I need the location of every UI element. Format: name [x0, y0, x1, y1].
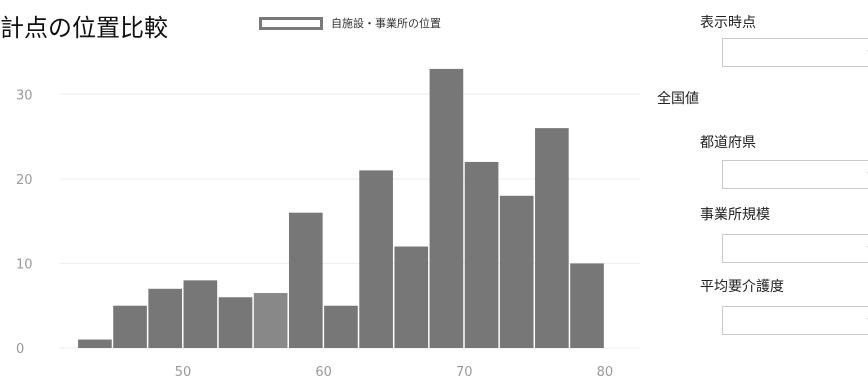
y-tick-label: 0 [16, 342, 24, 357]
histogram-bar [499, 195, 534, 348]
chart-title: 計点の位置比較 [0, 14, 168, 42]
histogram-bar [218, 297, 253, 348]
y-tick-label: 30 [16, 88, 33, 103]
facility-size-label: 事業所規模 [700, 207, 770, 223]
prefecture-select[interactable]: ▼ [722, 160, 868, 189]
avg-care-level-label: 平均要介護度 [700, 279, 784, 295]
histogram-bar [288, 212, 323, 348]
display-time-label: 表示時点 [700, 15, 756, 31]
histogram-bar [183, 280, 218, 348]
display-time-select[interactable]: ▼ [722, 38, 868, 67]
histogram-bar [570, 263, 604, 348]
histogram-bar [429, 68, 464, 349]
histogram-bar [148, 288, 183, 348]
x-tick-label: 50 [175, 365, 192, 377]
y-tick-label: 20 [16, 173, 33, 188]
avg-care-level-select[interactable]: ▼ [722, 306, 868, 335]
x-tick-label: 60 [315, 365, 332, 377]
legend-label-own-facility: 自施設・事業所の位置 [331, 17, 441, 30]
prefecture-label: 都道府県 [700, 135, 756, 151]
x-tick-label: 70 [456, 365, 473, 377]
histogram-bar [359, 170, 393, 348]
legend-swatch-own-facility [259, 16, 323, 30]
histogram-svg: 0 10 20 30 50 60 70 80 [16, 68, 640, 377]
histogram-bar [535, 128, 569, 348]
x-tick-label: 80 [597, 365, 614, 377]
national-values-label: 全国値 [657, 91, 699, 107]
y-tick-label: 10 [16, 257, 33, 272]
histogram-bar [78, 339, 112, 348]
chart-legend: 自施設・事業所の位置 [259, 15, 441, 31]
histogram-bar [464, 161, 499, 348]
histogram-bar [394, 246, 429, 348]
histogram-bar [324, 305, 358, 348]
facility-size-select[interactable]: ▼ [722, 234, 868, 263]
histogram-bar-own-facility [253, 293, 288, 348]
histogram-chart: 0 10 20 30 50 60 70 80 [0, 42, 640, 377]
histogram-bar [113, 305, 147, 348]
